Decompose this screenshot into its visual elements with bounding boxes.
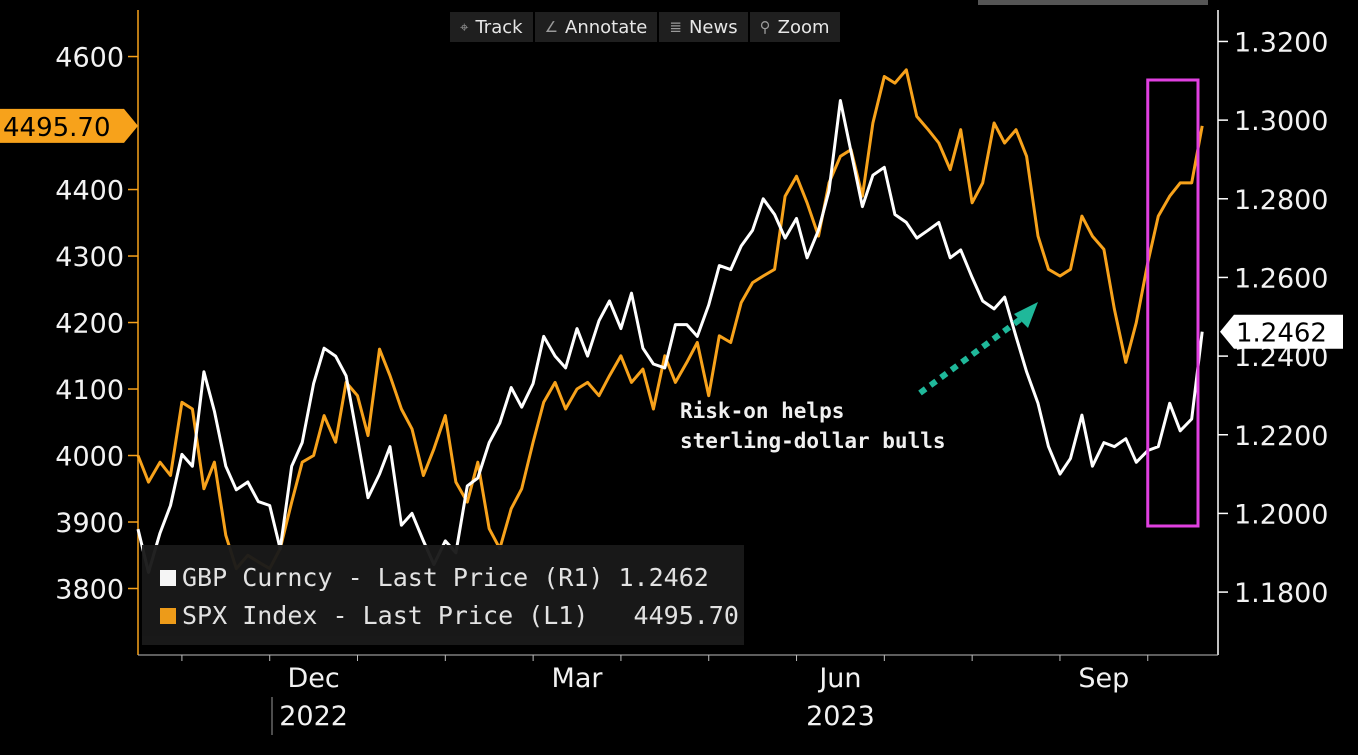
x-tick-label: Jun xyxy=(817,663,861,694)
left-axis: 4600 4400 4300 4200 4100 4000 3900 3800 4495.70 xyxy=(0,10,139,655)
right-tick-label: 1.2600 xyxy=(1234,263,1328,294)
track-label: Track xyxy=(475,16,523,38)
series-layer xyxy=(136,68,1204,574)
right-tick-label: 1.2000 xyxy=(1234,499,1328,530)
top-edge-strip xyxy=(978,0,1208,5)
chart-legend: GBP Curncy - Last Price (R1) 1.2462 SPX … xyxy=(142,545,744,645)
annotate-label: Annotate xyxy=(565,16,648,38)
annotate-button[interactable]: ∠ Annotate xyxy=(534,12,660,42)
gbp-last-value-tag xyxy=(1220,314,1343,349)
right-axis: 1.32001.30001.28001.26001.24001.22001.20… xyxy=(1217,10,1343,655)
news-label: News xyxy=(688,16,738,38)
highlight-box xyxy=(1146,78,1200,528)
left-tick-label: 4400 xyxy=(55,176,124,207)
x-tick-label: Dec xyxy=(287,663,339,694)
pencil-icon: ∠ xyxy=(544,18,559,36)
left-tick-label: 4200 xyxy=(55,309,124,340)
spx-last-value-label: 4495.70 xyxy=(3,113,111,143)
annotation-arrow-head xyxy=(1014,302,1038,328)
x-tick-label: Sep xyxy=(1078,663,1129,694)
legend-swatch-spx xyxy=(160,607,176,624)
right-tick-label: 1.2800 xyxy=(1234,185,1328,216)
track-button[interactable]: ⌖ Track xyxy=(450,12,535,42)
magnifier-icon: ⚲ xyxy=(759,18,771,36)
x-axis: Dec 2022 Mar Jun 2023 Sep xyxy=(138,654,1218,735)
right-tick-label: 1.3000 xyxy=(1234,106,1328,137)
news-icon: ≣ xyxy=(669,18,682,36)
left-tick-label: 4600 xyxy=(55,43,124,74)
right-tick-label: 1.1800 xyxy=(1234,578,1328,609)
legend-label-spx: SPX Index - Last Price (L1) 4495.70 xyxy=(182,601,739,630)
x-year-label: 2022 xyxy=(279,701,348,732)
news-button[interactable]: ≣ News xyxy=(659,12,750,42)
left-tick-label: 3900 xyxy=(55,508,124,539)
x-tick-label: Mar xyxy=(552,663,604,694)
x-year-label: 2023 xyxy=(806,701,875,732)
gbp-last-value-label: 1.2462 xyxy=(1236,319,1327,349)
left-tick-label: 4100 xyxy=(55,375,124,406)
right-tick-label: 1.3200 xyxy=(1234,27,1328,58)
annotation-line-2: sterling-dollar bulls xyxy=(680,429,946,453)
legend-swatch-gbp xyxy=(160,569,176,586)
gbp-series-line xyxy=(136,99,1204,574)
spx-last-value-tag xyxy=(0,108,138,143)
annotation-arrow-shaft xyxy=(918,315,1024,396)
chart-toolbar: ⌖ Track ∠ Annotate ≣ News ⚲ Zoom xyxy=(450,12,840,42)
left-tick-label: 3800 xyxy=(55,575,124,606)
legend-item-gbp: GBP Curncy - Last Price (R1) 1.2462 xyxy=(160,563,709,592)
overlay-layer xyxy=(918,78,1200,528)
legend-label-gbp: GBP Curncy - Last Price (R1) 1.2462 xyxy=(182,563,709,592)
left-tick-label: 4000 xyxy=(55,442,124,473)
crosshair-icon: ⌖ xyxy=(460,18,469,36)
left-tick-label: 4300 xyxy=(55,242,124,273)
annotation-line-1: Risk-on helps xyxy=(680,399,845,423)
legend-item-spx: SPX Index - Last Price (L1) 4495.70 xyxy=(160,601,739,630)
zoom-button[interactable]: ⚲ Zoom xyxy=(749,12,840,42)
chart-annotation: Risk-on helps sterling-dollar bulls xyxy=(680,396,946,456)
right-tick-label: 1.2200 xyxy=(1234,421,1328,452)
zoom-label: Zoom xyxy=(777,16,830,38)
spx-series-line xyxy=(136,68,1204,571)
